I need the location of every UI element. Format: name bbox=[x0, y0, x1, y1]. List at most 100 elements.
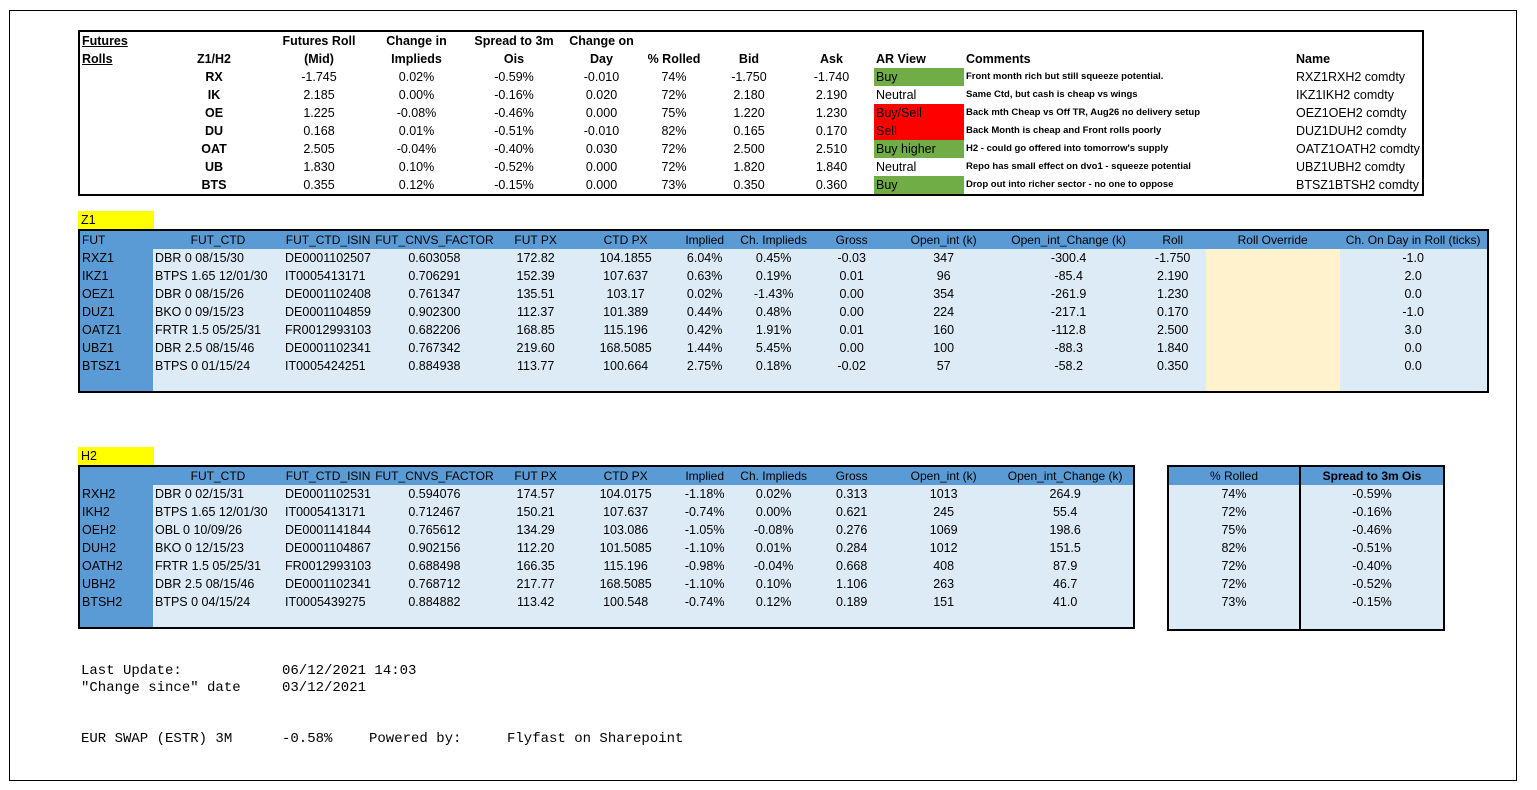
z1-cell: DE0001104859 bbox=[285, 305, 371, 319]
z1-cell: 104.1855 bbox=[599, 251, 652, 265]
hdr-spread-2: Ois bbox=[503, 52, 525, 66]
rolls-cell-ar: Buy bbox=[874, 68, 964, 86]
z1-cell[interactable] bbox=[1205, 321, 1340, 339]
z1-cell: 354 bbox=[933, 287, 955, 301]
z1-col-header[interactable]: FUT PX bbox=[495, 230, 576, 249]
z1-col-header[interactable]: Gross bbox=[813, 230, 890, 249]
h2-cell: 408 bbox=[933, 559, 955, 573]
hdr-chg: Change in bbox=[386, 34, 447, 48]
z1-cell[interactable] bbox=[1205, 339, 1340, 357]
h2-cell: 1.106 bbox=[836, 577, 868, 591]
z1-cell: 0.45% bbox=[755, 251, 792, 265]
z1-col-header[interactable]: Ch. Implieds bbox=[733, 230, 814, 249]
z1-cell: -58.2 bbox=[1054, 359, 1083, 373]
rolls-row: BTS 0.355 0.12% -0.15% 0.000 73% 0.350 0.360 Buy… bbox=[79, 176, 1423, 195]
h2-cell: 0.276 bbox=[836, 523, 868, 537]
h2-cell: 134.29 bbox=[516, 523, 555, 537]
hdr-spread: Spread to 3m bbox=[474, 34, 554, 48]
z1-cell: 0.0 bbox=[1404, 341, 1422, 355]
z1-cell: 0.42% bbox=[686, 323, 723, 337]
z1-cell[interactable] bbox=[1205, 285, 1340, 303]
rolls-cell-chg: 0.12% bbox=[398, 178, 435, 192]
z1-cell: 172.82 bbox=[516, 251, 555, 265]
h2-cell: 0.02% bbox=[755, 487, 792, 501]
rolls-cell-roll: 2.185 bbox=[303, 88, 335, 102]
h2-cell: DBR 0 02/15/31 bbox=[155, 487, 244, 501]
z1-cell[interactable] bbox=[1205, 303, 1340, 321]
z1-cell: 0.0 bbox=[1404, 287, 1422, 301]
side-row: 74% -0.59% bbox=[1168, 485, 1444, 503]
z1-cell: -0.03 bbox=[837, 251, 866, 265]
z1-cell: 168.5085 bbox=[599, 341, 652, 355]
z1-cell: 224 bbox=[933, 305, 955, 319]
rolls-cell-ask: 0.170 bbox=[815, 124, 848, 138]
h2-col-header[interactable]: Open_int_Change (k) bbox=[997, 466, 1134, 485]
rolls-cell-bid: 2.500 bbox=[733, 142, 765, 156]
rolls-cell-ask: 1.840 bbox=[815, 160, 848, 174]
z1-cell: 0.603058 bbox=[408, 251, 461, 265]
h2-col-header[interactable]: CTD PX bbox=[575, 466, 676, 485]
h2-cell: 166.35 bbox=[516, 559, 555, 573]
rolls-cell-name: IKZ1IKH2 comdty bbox=[1296, 88, 1394, 102]
rolls-title: Futures bbox=[82, 34, 128, 48]
h2-cell: 0.712467 bbox=[408, 505, 461, 519]
rolls-cell-roll: 1.830 bbox=[303, 160, 335, 174]
h2-col-header[interactable] bbox=[79, 466, 153, 485]
z1-col-header[interactable]: Roll Override bbox=[1205, 230, 1340, 249]
rolls-cell-roll: 1.225 bbox=[303, 106, 335, 120]
z1-col-header[interactable]: Open_int_Change (k) bbox=[997, 230, 1140, 249]
h2-col-header[interactable]: FUT_CTD bbox=[153, 466, 283, 485]
rolls-cell-day: -0.010 bbox=[583, 70, 620, 84]
side-col-header[interactable]: Spread to 3m Ois bbox=[1299, 466, 1444, 485]
side-cell: 72% bbox=[1221, 577, 1247, 591]
side-cell: -0.52% bbox=[1299, 575, 1444, 593]
z1-col-header[interactable]: FUT bbox=[79, 230, 153, 249]
z1-tag: Z1 bbox=[78, 211, 154, 229]
h2-col-header[interactable]: FUT_CTD_ISIN bbox=[283, 466, 374, 485]
z1-col-header[interactable]: CTD PX bbox=[575, 230, 676, 249]
side-cell: 73% bbox=[1221, 595, 1247, 609]
h2-col-header[interactable]: Gross bbox=[813, 466, 890, 485]
z1-cell[interactable] bbox=[1205, 357, 1340, 375]
h2-col-header[interactable]: FUT PX bbox=[495, 466, 576, 485]
h2-cell: -0.04% bbox=[753, 559, 794, 573]
rolls-cell-name: UBZ1UBH2 comdty bbox=[1296, 160, 1406, 174]
z1-col-header[interactable]: Open_int (k) bbox=[889, 230, 998, 249]
h2-col-header[interactable]: Open_int (k) bbox=[889, 466, 998, 485]
z1-cell: DE0001102507 bbox=[285, 251, 371, 265]
z1-cell: 0.19% bbox=[755, 269, 792, 283]
h2-table: FUT_CTD FUT_CTD_ISIN FUT_CNVS_FACTOR FUT PX… bbox=[78, 465, 1135, 629]
z1-cell: 1.44% bbox=[686, 341, 723, 355]
h2-cell: -1.05% bbox=[684, 523, 725, 537]
z1-cell[interactable] bbox=[1205, 267, 1340, 285]
h2-cell: -1.10% bbox=[684, 577, 725, 591]
h2-cell: 41.0 bbox=[1052, 595, 1078, 609]
side-cell: 75% bbox=[1221, 523, 1247, 537]
futures-rolls-table: Futures Futures Roll Change in Spread to… bbox=[78, 30, 1424, 196]
side-cell: 72% bbox=[1221, 559, 1247, 573]
z1-col-header[interactable]: Ch. On Day in Roll (ticks) bbox=[1339, 230, 1488, 249]
h2-col-header[interactable]: FUT_CNVS_FACTOR bbox=[373, 466, 496, 485]
z1-col-header[interactable]: FUT_CTD bbox=[153, 230, 283, 249]
z1-cell: IT0005424251 bbox=[285, 359, 366, 373]
h2-col-header[interactable]: Ch. Implieds bbox=[733, 466, 814, 485]
z1-col-header[interactable]: FUT_CTD_ISIN bbox=[283, 230, 374, 249]
h2-cell: 101.5085 bbox=[599, 541, 652, 555]
z1-cell[interactable] bbox=[1205, 249, 1340, 267]
z1-col-header[interactable]: Roll bbox=[1139, 230, 1206, 249]
z1-cell: BKO 0 09/15/23 bbox=[155, 305, 244, 319]
z1-cell: 6.04% bbox=[686, 251, 723, 265]
swap-value: -0.58% bbox=[282, 731, 333, 747]
rolls-cell-code: RX bbox=[205, 70, 223, 84]
h2-row: RXH2 DBR 0 02/15/31 DE0001102531 0.594076 17… bbox=[79, 485, 1134, 503]
rolls-cell-chg: 0.01% bbox=[398, 124, 435, 138]
z1-cell: 0.02% bbox=[686, 287, 723, 301]
h2-cell: FR0012993103 bbox=[285, 559, 372, 573]
h2-col-header[interactable]: Implied bbox=[675, 466, 734, 485]
z1-col-header[interactable]: Implied bbox=[675, 230, 734, 249]
z1-cell: OEZ1 bbox=[79, 285, 153, 303]
rolls-header-row-2: Rolls Z1/H2 (Mid) Implieds Ois Day % Rol… bbox=[79, 50, 1423, 68]
z1-col-header[interactable]: FUT_CNVS_FACTOR bbox=[373, 230, 496, 249]
side-col-header[interactable]: % Rolled bbox=[1168, 466, 1300, 485]
z1-cell: DUZ1 bbox=[79, 303, 153, 321]
